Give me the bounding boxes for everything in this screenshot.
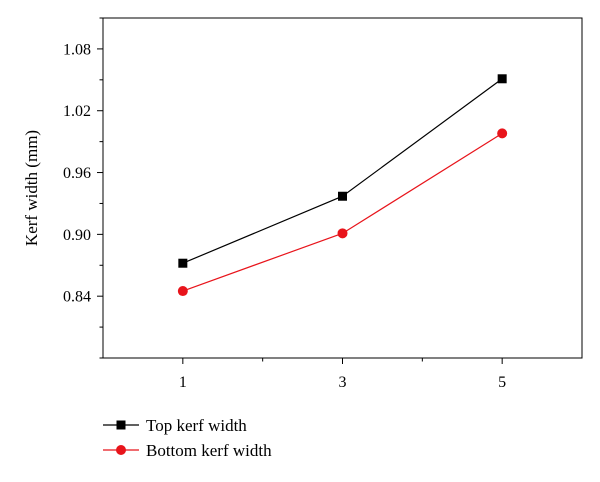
y-axis-title: Kerf width (mm) <box>22 130 41 246</box>
x-tick-label: 5 <box>498 374 506 391</box>
y-tick-label: 1.02 <box>63 103 91 120</box>
y-axis-ticks: 0.84 0.90 0.96 1.02 1.08 <box>63 17 103 359</box>
data-point-top <box>497 74 507 84</box>
data-point-top <box>338 191 347 201</box>
y-tick-label: 0.96 <box>63 165 91 182</box>
data-point-bottom <box>177 286 188 297</box>
data-point-top <box>178 258 188 268</box>
legend-item-top: Top kerf width <box>103 416 247 435</box>
x-tick-label: 3 <box>339 374 347 391</box>
legend-label-top: Top kerf width <box>146 416 247 435</box>
data-point-bottom <box>497 128 508 139</box>
y-tick-label: 1.08 <box>63 41 91 58</box>
data-point-bottom <box>337 228 348 239</box>
x-axis-ticks: 1 3 5 <box>179 358 506 391</box>
legend-item-bottom: Bottom kerf width <box>103 441 272 460</box>
y-tick-label: 0.84 <box>63 289 91 306</box>
legend: Top kerf width Bottom kerf width <box>103 416 272 460</box>
legend-marker-bottom <box>116 445 126 455</box>
x-tick-label: 1 <box>179 374 187 391</box>
plot-frame <box>102 17 583 359</box>
legend-label-bottom: Bottom kerf width <box>146 441 272 460</box>
series-layer <box>177 74 508 297</box>
legend-marker-top <box>116 420 126 430</box>
y-tick-label: 0.90 <box>63 227 91 244</box>
series-line-bottom <box>182 132 503 292</box>
